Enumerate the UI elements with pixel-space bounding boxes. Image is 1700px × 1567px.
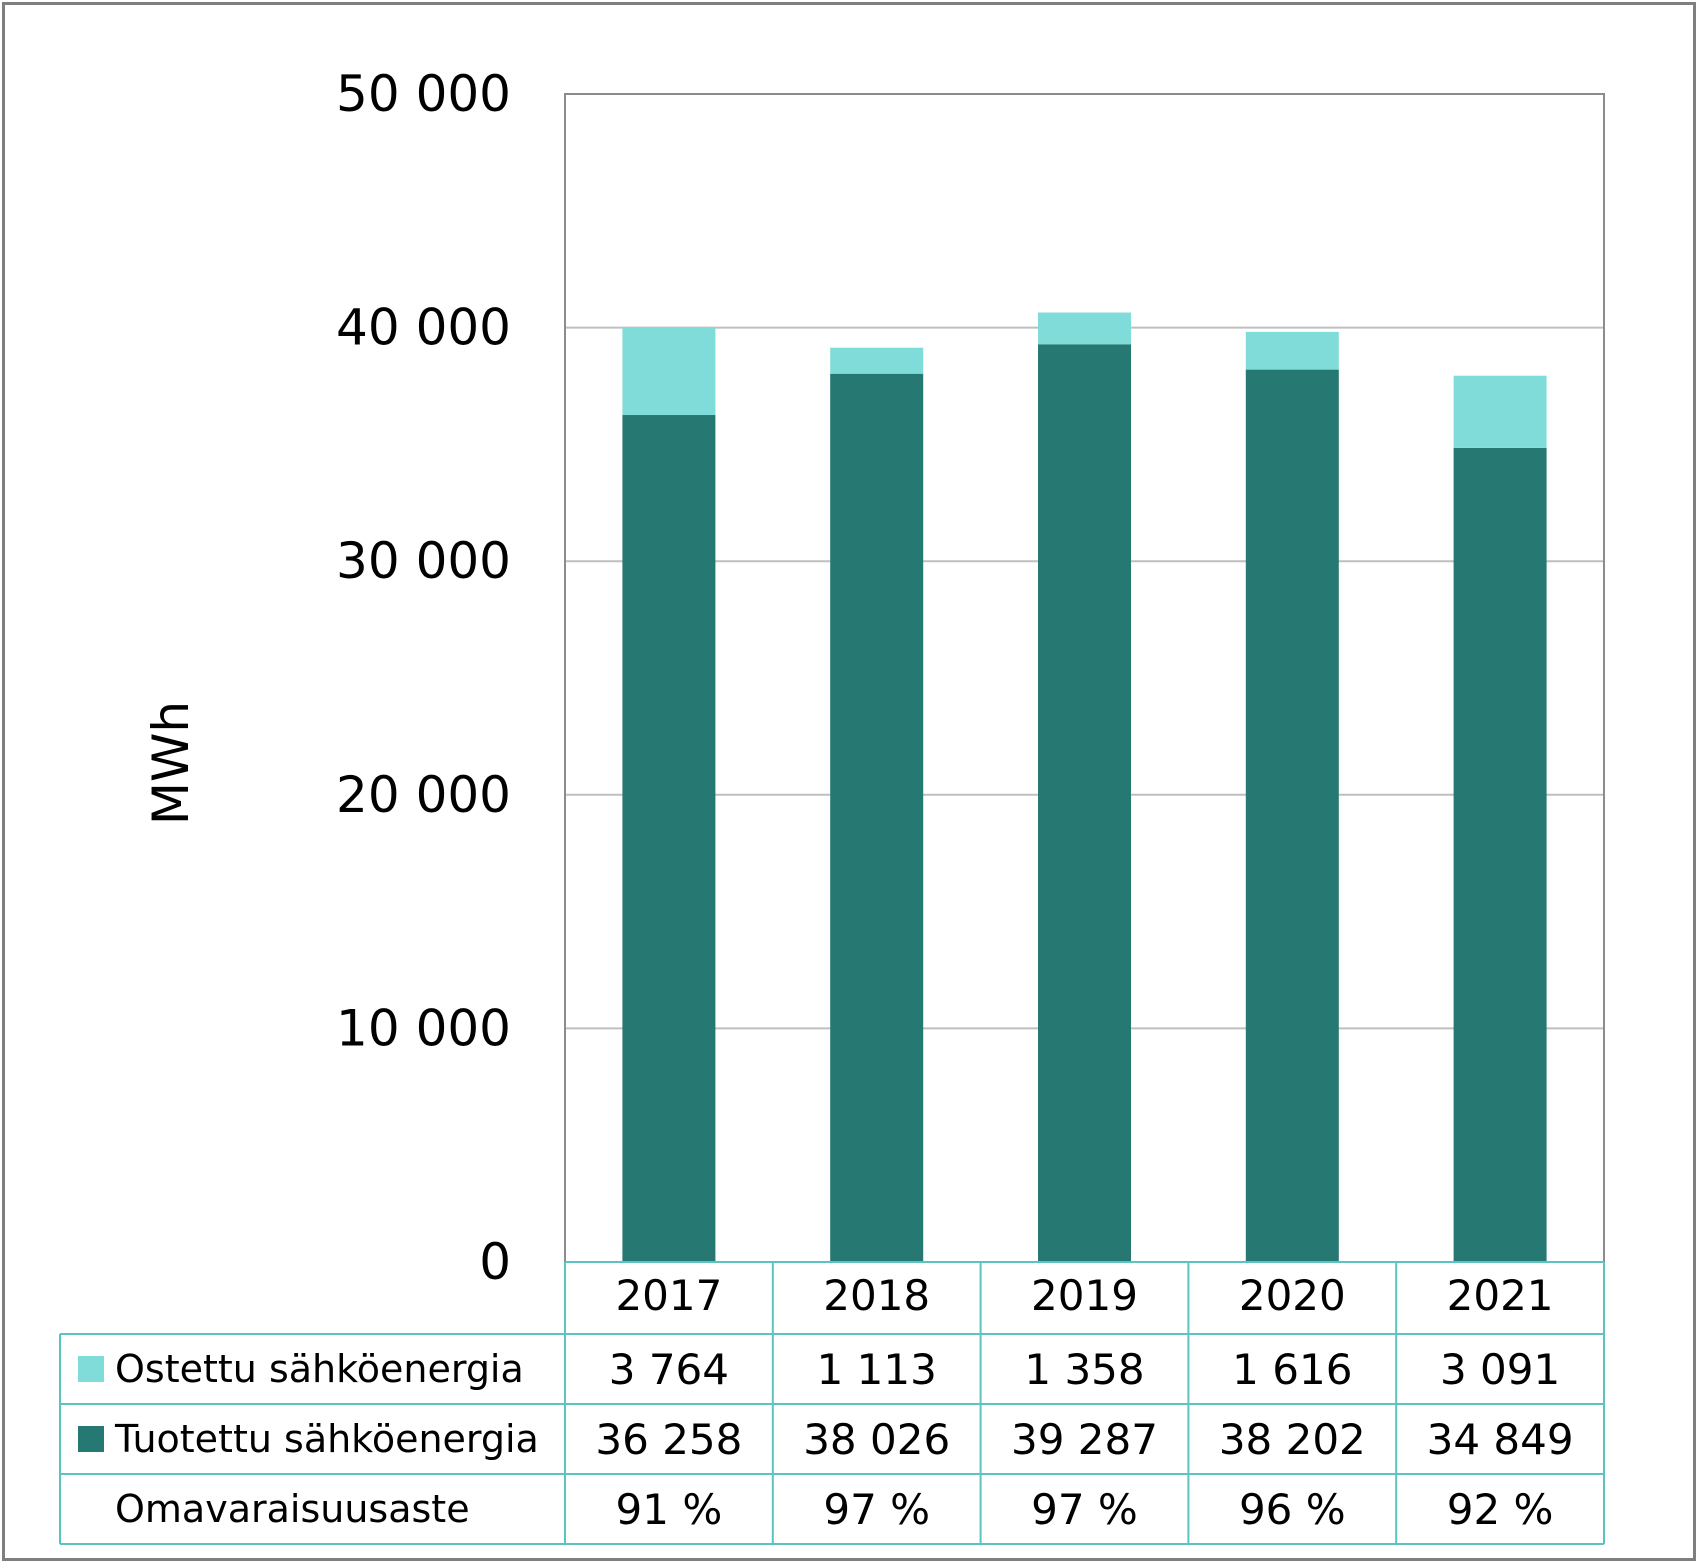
bar-tuotettu-2019 <box>1038 344 1131 1262</box>
bar-chart: 0 10 000 20 000 30 000 40 000 50 000 MWh 2017 20… <box>59 65 1605 1545</box>
legend-key-tuotettu <box>78 1426 104 1452</box>
y-tick-label: 50 000 <box>336 65 511 123</box>
data-label: 1 358 <box>1024 1345 1144 1394</box>
data-label: 3 764 <box>609 1345 729 1394</box>
data-label: 1 616 <box>1232 1345 1352 1394</box>
bar-ostettu-2020 <box>1245 331 1339 370</box>
bar-tuotettu-2021 <box>1453 447 1547 1262</box>
data-label: 38 026 <box>803 1415 950 1464</box>
table-row-label: Tuotettu sähköenergia <box>114 1417 539 1461</box>
bar-ostettu-2021 <box>1453 375 1547 448</box>
y-tick-label: 0 <box>479 1233 511 1291</box>
data-label: 92 % <box>1447 1485 1554 1534</box>
data-label: 97 % <box>1031 1485 1138 1534</box>
y-tick-label: 40 000 <box>336 299 511 357</box>
data-label: 38 202 <box>1219 1415 1366 1464</box>
bar-ostettu-2019 <box>1038 312 1131 345</box>
bar-tuotettu-2018 <box>830 373 924 1262</box>
data-label: 96 % <box>1239 1485 1346 1534</box>
x-tick-label: 2021 <box>1447 1271 1554 1320</box>
table-row-label: Omavaraisuusaste <box>115 1487 470 1531</box>
bar-tuotettu-2017 <box>622 415 716 1262</box>
bar-ostettu-2018 <box>830 347 924 374</box>
legend-key-ostettu <box>78 1356 104 1382</box>
y-axis-label: MWh <box>142 701 200 825</box>
x-tick-label: 2019 <box>1031 1271 1138 1320</box>
data-label: 97 % <box>823 1485 930 1534</box>
x-tick-label: 2017 <box>615 1271 722 1320</box>
data-label: 91 % <box>616 1485 723 1534</box>
data-label: 36 258 <box>595 1415 742 1464</box>
x-tick-label: 2018 <box>823 1271 930 1320</box>
y-tick-label: 20 000 <box>336 766 511 824</box>
bar-ostettu-2017 <box>622 327 716 416</box>
data-label: 39 287 <box>1011 1415 1158 1464</box>
data-label: 34 849 <box>1427 1415 1574 1464</box>
data-label: 1 113 <box>817 1345 937 1394</box>
data-label: 3 091 <box>1440 1345 1560 1394</box>
x-tick-label: 2020 <box>1239 1271 1346 1320</box>
y-tick-label: 30 000 <box>336 532 511 590</box>
y-tick-label: 10 000 <box>336 999 511 1057</box>
bar-tuotettu-2020 <box>1245 369 1339 1262</box>
table-row-label: Ostettu sähköenergia <box>115 1347 524 1391</box>
